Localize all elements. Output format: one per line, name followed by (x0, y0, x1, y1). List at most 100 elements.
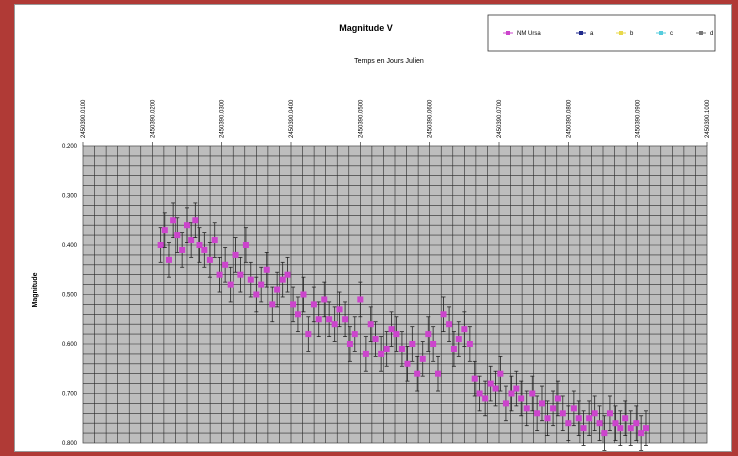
data-point (471, 375, 478, 382)
data-point (554, 395, 561, 402)
x-tick-label: 2450390.0100 (81, 99, 87, 138)
data-point (315, 316, 322, 323)
data-point (404, 360, 411, 367)
legend-marker (699, 31, 703, 35)
data-point (393, 331, 400, 338)
data-point (161, 227, 168, 234)
legend-label: NM Ursa (517, 31, 541, 37)
data-point (179, 246, 186, 253)
data-point (290, 301, 297, 308)
data-point (372, 336, 379, 343)
x-tick-label: 2450390.0800 (566, 99, 572, 138)
data-point (263, 266, 270, 273)
data-point (342, 316, 349, 323)
data-point (367, 321, 374, 328)
data-point (378, 350, 385, 357)
data-point (476, 390, 483, 397)
data-point (523, 405, 530, 412)
chart-area: Magnitude V Temps en Jours Julien Magnit… (14, 4, 732, 452)
y-tick-label: 0.400 (62, 243, 78, 249)
data-point (642, 425, 649, 432)
data-point (336, 306, 343, 313)
data-point (446, 321, 453, 328)
data-point (466, 341, 473, 347)
data-point (502, 400, 509, 407)
data-point (237, 271, 244, 278)
data-point (305, 331, 312, 338)
y-tick-label: 0.500 (62, 293, 78, 299)
legend-box (487, 14, 716, 52)
data-point (487, 380, 494, 387)
y-tick-label: 0.300 (62, 194, 78, 200)
data-point (544, 415, 551, 422)
x-tick-label: 2450390.0500 (358, 99, 364, 138)
data-point (279, 276, 286, 283)
x-tick-label: 2450390.0200 (150, 99, 156, 138)
data-point (188, 237, 195, 244)
data-point (321, 296, 328, 303)
data-point (617, 425, 624, 432)
x-tick-labels: 2450390.0100 2450390.0200 2450390.0300 2450… (81, 99, 711, 146)
data-point (586, 415, 593, 422)
y-tick-label: 0.700 (62, 392, 78, 398)
data-point (157, 242, 164, 248)
data-point (461, 326, 468, 333)
x-tick-label: 2450390.1000 (705, 99, 711, 138)
x-tick-label: 2450390.0900 (636, 99, 642, 138)
data-point (192, 217, 199, 224)
data-point (606, 410, 613, 417)
legend-marker (579, 31, 583, 35)
data-point (284, 271, 291, 278)
data-point (529, 390, 536, 397)
data-point (497, 370, 504, 377)
data-point (300, 291, 307, 298)
data-point (253, 291, 260, 298)
data-point (559, 410, 566, 417)
y-tick-label: 0.800 (62, 441, 78, 447)
data-point (346, 341, 353, 347)
data-point (570, 405, 577, 412)
data-point (419, 355, 426, 362)
x-tick-label: 2450390.0400 (289, 99, 295, 138)
data-point (601, 430, 608, 437)
chart-title: Magnitude V (339, 23, 393, 33)
legend-label: c (670, 31, 673, 37)
y-axis-title: Magnitude (32, 272, 39, 307)
data-points (157, 202, 649, 451)
data-point (450, 345, 457, 352)
data-point (331, 321, 338, 328)
x-tick-label: 2450390.0700 (497, 99, 503, 138)
data-point (580, 425, 587, 432)
data-point (383, 345, 390, 352)
data-point (414, 370, 421, 377)
data-point (294, 311, 301, 318)
data-point (258, 281, 265, 288)
legend-label: a (590, 31, 594, 37)
data-point (565, 420, 572, 427)
data-point (174, 232, 181, 239)
data-point (575, 415, 582, 422)
data-point (362, 350, 369, 357)
data-point (633, 420, 640, 427)
data-point (206, 256, 213, 263)
data-point (409, 341, 416, 347)
data-point (591, 410, 598, 417)
data-point (357, 296, 364, 303)
data-point (398, 345, 405, 352)
data-point (232, 251, 239, 258)
data-point (638, 430, 645, 437)
x-tick-label: 2450390.0300 (220, 99, 226, 138)
data-point (310, 301, 317, 308)
y-tick-labels: 0.200 0.300 0.400 0.500 0.600 0.700 0.800 (62, 144, 78, 447)
data-point (550, 405, 557, 412)
data-point (211, 237, 218, 244)
legend-marker (506, 31, 510, 35)
data-point (430, 341, 437, 347)
data-point (274, 286, 281, 293)
data-point (196, 242, 203, 248)
data-point (242, 242, 249, 248)
data-point (434, 370, 441, 377)
data-point (596, 420, 603, 427)
data-point (184, 222, 190, 229)
data-point (201, 246, 208, 253)
